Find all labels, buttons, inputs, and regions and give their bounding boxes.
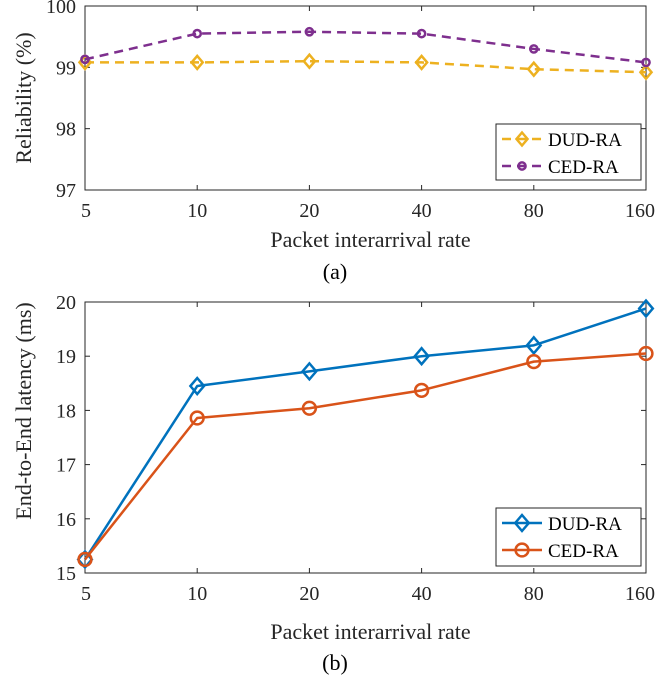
y-axis-label-a: Reliability (%)	[11, 32, 36, 163]
x-tick-label-b: 20	[299, 583, 319, 605]
series-line-ced-ra-a	[84, 30, 647, 64]
data-point-ced-ra-b	[189, 410, 205, 426]
legend-marker-dud-ra-a	[514, 130, 530, 148]
data-point-dud-ra-b	[413, 346, 431, 367]
y-tick-label-b: 15	[56, 563, 76, 585]
data-point-dud-ra-a	[638, 63, 654, 81]
data-point-ced-ra-b	[77, 551, 93, 568]
series-line-dud-ra-b	[83, 307, 647, 561]
y-tick-label-b: 19	[56, 346, 76, 368]
series-line-dud-ra-a	[85, 59, 647, 74]
panel-latency: 15 16 17 18 19 20 5 10 20 40 80 160 DUD-RA CED-RA	[56, 292, 655, 605]
x-tick-label-a: 160	[625, 200, 655, 222]
data-point-dud-ra-a	[190, 53, 205, 71]
y-tick-label-a: 100	[46, 0, 76, 18]
data-point-dud-ra-a	[414, 53, 429, 71]
x-tick-label-b: 80	[524, 583, 544, 605]
data-point-ced-ra-a	[80, 54, 90, 65]
legend-label-ced-ra-b: CED-RA	[548, 541, 619, 562]
data-point-ced-ra-a	[641, 57, 651, 68]
data-point-ced-ra-b	[413, 382, 430, 398]
data-point-ced-ra-a	[304, 26, 315, 37]
y-tick-label-a: 99	[56, 57, 76, 79]
data-point-ced-ra-a	[416, 28, 427, 39]
x-tick-label-b: 5	[81, 583, 91, 605]
y-axis-label-b: End-to-End latency (ms)	[11, 302, 36, 520]
caption-b: (b)	[322, 650, 348, 675]
y-tick-label-b: 20	[56, 292, 76, 314]
data-point-dud-ra-b	[300, 361, 318, 382]
legend-label-ced-ra-a: CED-RA	[548, 157, 619, 178]
x-axis-label-a: Packet interarrival rate	[270, 227, 470, 252]
y-tick-label-b: 18	[56, 400, 76, 422]
caption-a: (a)	[323, 259, 347, 284]
legend-marker-ced-ra-a	[517, 161, 527, 171]
data-point-dud-ra-b	[188, 376, 206, 396]
legend-marker-ced-ra-b	[514, 542, 530, 558]
x-tick-label-a: 40	[412, 200, 432, 222]
legend-label-dud-ra-a: DUD-RA	[548, 130, 622, 151]
legend-marker-dud-ra-b	[513, 513, 531, 533]
y-tick-label-b: 17	[56, 455, 76, 477]
series-line-ced-ra-b	[84, 352, 647, 561]
data-point-ced-ra-b	[526, 353, 542, 370]
y-tick-label-a: 98	[56, 119, 76, 141]
data-point-dud-ra-b	[637, 298, 655, 319]
x-axis-label-b: Packet interarrival rate	[270, 619, 470, 644]
x-tick-label-a: 10	[187, 200, 207, 222]
y-tick-label-a: 97	[56, 180, 76, 202]
data-point-ced-ra-b	[301, 400, 318, 416]
x-tick-label-a: 5	[81, 200, 91, 222]
legend-label-dud-ra-b: DUD-RA	[548, 514, 622, 535]
data-point-dud-ra-a	[526, 60, 541, 78]
panel-reliability: 97 98 99 100 5 10 20 40 80 160 DUD-RA CED-RA	[46, 0, 655, 222]
x-tick-label-a: 20	[299, 200, 319, 222]
data-point-ced-ra-a	[192, 28, 203, 39]
data-point-dud-ra-a	[302, 52, 317, 70]
x-tick-label-b: 10	[187, 583, 207, 605]
x-tick-label-b: 160	[625, 583, 655, 605]
data-point-dud-ra-b	[525, 335, 543, 356]
y-tick-label-b: 16	[56, 509, 76, 531]
x-tick-label-b: 40	[412, 583, 432, 605]
data-point-ced-ra-a	[528, 44, 539, 54]
x-tick-label-a: 80	[524, 200, 544, 222]
data-point-ced-ra-b	[638, 345, 654, 362]
